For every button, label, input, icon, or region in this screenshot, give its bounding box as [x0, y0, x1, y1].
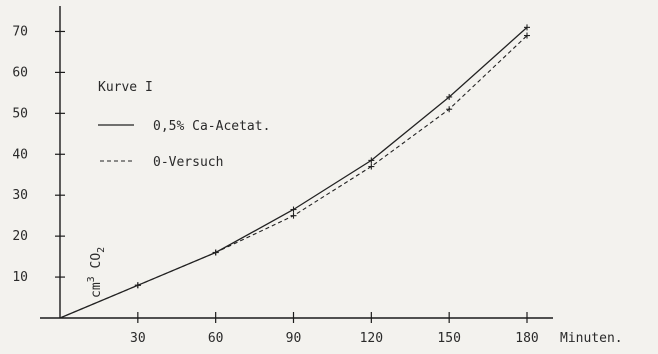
- y-label-substance: CO: [89, 253, 104, 269]
- y-tick-label: 60: [12, 65, 28, 80]
- data-point-marker: [446, 93, 453, 100]
- y-tick-label: 40: [12, 147, 28, 162]
- x-tick-label: 180: [515, 331, 538, 346]
- legend-title: Kurve I: [98, 80, 153, 95]
- x-tick-label: 60: [208, 331, 224, 346]
- series-line-1: [59, 35, 528, 319]
- legend: Kurve I 0,5% Ca-Acetat. 0-Versuch: [98, 80, 270, 170]
- legend-entry-0: 0,5% Ca-Acetat.: [153, 119, 270, 134]
- data-point-marker: [212, 249, 219, 256]
- x-tick-label: 150: [437, 331, 460, 346]
- x-ticks: 30 60 90 120 150 180: [130, 312, 539, 346]
- y-tick-label: 30: [12, 188, 28, 203]
- y-tick-label: 70: [12, 24, 28, 39]
- x-tick-label: 30: [130, 331, 146, 346]
- data-point-marker: [368, 157, 375, 164]
- y-tick-label: 20: [12, 229, 28, 244]
- plot-series: [59, 24, 530, 319]
- y-label-unit: cm: [89, 282, 104, 298]
- y-label-subscript: 2: [96, 247, 107, 253]
- data-point-marker: [290, 212, 297, 219]
- data-point-marker: [290, 206, 297, 213]
- data-point-marker: [524, 32, 530, 39]
- y-tick-label: 10: [12, 270, 28, 285]
- x-tick-label: 90: [286, 331, 302, 346]
- series-line-0: [59, 26, 528, 319]
- data-point-marker: [524, 24, 530, 31]
- svg-text:cm3 CO2: cm3 CO2: [86, 247, 107, 298]
- data-point-marker: [134, 282, 141, 289]
- y-tick-label: 50: [12, 106, 28, 121]
- y-axis-label: cm3 CO2: [86, 247, 107, 298]
- y-label-exponent: 3: [86, 276, 97, 282]
- x-tick-label: 120: [360, 331, 383, 346]
- data-point-marker: [368, 163, 375, 170]
- y-ticks: 10 20 30 40 50 60 70: [12, 24, 65, 285]
- legend-entry-1: 0-Versuch: [153, 155, 223, 170]
- data-point-marker: [446, 106, 453, 113]
- x-axis-label: Minuten.: [560, 331, 623, 346]
- axes: [40, 6, 553, 319]
